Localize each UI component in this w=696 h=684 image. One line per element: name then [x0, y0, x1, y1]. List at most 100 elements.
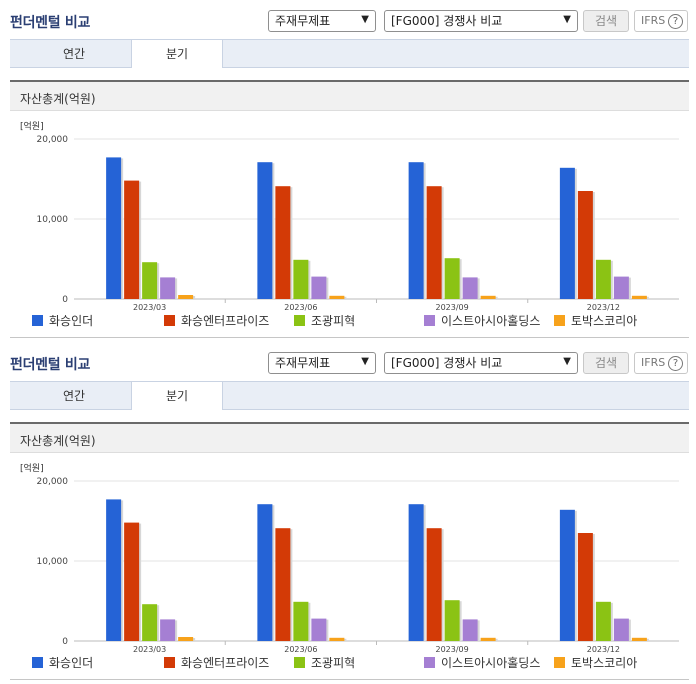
panel-title: 펀더멘털 비교: [10, 357, 91, 373]
bar: [444, 258, 460, 299]
bar: [595, 601, 611, 641]
bar: [577, 191, 593, 299]
bar: [160, 277, 176, 299]
bar: [106, 157, 122, 299]
fundamental-compare-panel: 펀더멘털 비교 주재무제표 ▼ [FG000] 경쟁사 비교 ▼ 검색 IFRS…: [10, 10, 689, 338]
legend-label: 토박스코리아: [571, 314, 638, 328]
x-tick-label: 2023/12: [587, 645, 620, 654]
compare-group-value: [FG000] 경쟁사 비교: [391, 356, 503, 370]
question-circle-icon[interactable]: ?: [668, 356, 683, 371]
bar: [257, 504, 273, 641]
tab-annual[interactable]: 연간: [62, 389, 86, 403]
x-tick-label: 2023/03: [133, 303, 166, 312]
legend-swatch: [164, 315, 175, 326]
legend-label: 토박스코리아: [571, 656, 638, 670]
statement-type-select[interactable]: 주재무제표 ▼: [268, 10, 376, 32]
compare-group-select[interactable]: [FG000] 경쟁사 비교 ▼: [384, 10, 578, 32]
search-button[interactable]: 검색: [583, 352, 629, 374]
legend-swatch: [164, 657, 175, 668]
panel-title: 펀더멘털 비교: [10, 15, 91, 31]
bar: [480, 637, 496, 641]
tab-quarterly[interactable]: 분기: [131, 381, 223, 410]
y-tick-label: 20,000: [37, 135, 69, 145]
y-tick-label: 10,000: [37, 557, 69, 567]
bar: [293, 601, 309, 641]
x-tick-label: 2023/03: [133, 645, 166, 654]
bar: [408, 162, 424, 299]
legend-item[interactable]: 화승엔터프라이즈: [164, 656, 269, 670]
chevron-down-icon: ▼: [361, 14, 369, 25]
tab-quarterly[interactable]: 분기: [131, 39, 223, 68]
statement-type-value: 주재무제표: [275, 356, 331, 370]
legend-item[interactable]: 화승엔터프라이즈: [164, 314, 269, 328]
bar: [293, 259, 309, 299]
legend-label: 이스트아시아홀딩스: [441, 314, 541, 328]
legend-label: 화승엔터프라이즈: [181, 314, 270, 328]
ifrs-label: IFRS: [641, 14, 666, 27]
legend-label: 이스트아시아홀딩스: [441, 656, 541, 670]
legend-swatch: [294, 657, 305, 668]
x-tick-label: 2023/12: [587, 303, 620, 312]
bar: [559, 509, 575, 641]
legend-item[interactable]: 화승인더: [32, 656, 93, 670]
bar-chart: [억원] 0 10,000 20,000 2023/03 2023/06 2023/09 20…: [20, 120, 679, 312]
legend-item[interactable]: 조광피혁: [294, 656, 355, 670]
x-tick-label: 2023/06: [284, 303, 317, 312]
bar: [408, 504, 424, 641]
bar: [275, 528, 291, 641]
bar: [426, 186, 442, 299]
legend-label: 조광피혁: [311, 656, 356, 670]
bar: [577, 533, 593, 641]
chart-header: 자산총계(억원): [10, 82, 689, 111]
legend-item[interactable]: 이스트아시아홀딩스: [424, 656, 540, 670]
chart-container: 자산총계(억원) [억원] 0 10,000 20,000 2023/03 2023/06…: [10, 80, 689, 338]
statement-type-value: 주재무제표: [275, 14, 331, 28]
chart-header: 자산총계(억원): [10, 424, 689, 453]
y-tick-label: 0: [62, 637, 68, 647]
legend-label: 화승인더: [49, 656, 94, 670]
chevron-down-icon: ▼: [563, 14, 571, 25]
bar: [480, 295, 496, 299]
legend-swatch: [424, 315, 435, 326]
bar: [142, 262, 158, 299]
statement-type-select[interactable]: 주재무제표 ▼: [268, 352, 376, 374]
bar: [329, 295, 345, 299]
ifrs-button[interactable]: IFRS ?: [634, 10, 688, 32]
legend-item[interactable]: 화승인더: [32, 314, 93, 328]
tab-annual[interactable]: 연간: [62, 47, 86, 61]
legend-item[interactable]: 조광피혁: [294, 314, 355, 328]
unit-label: [억원]: [20, 120, 44, 132]
period-tabs: 연간 분기: [10, 381, 689, 410]
chart-legend: 화승인더 화승엔터프라이즈 조광피혁 이스트아시아홀딩스 토박스코리아: [32, 656, 682, 672]
ifrs-label: IFRS: [641, 356, 666, 369]
legend-label: 조광피혁: [311, 314, 356, 328]
legend-swatch: [554, 315, 565, 326]
legend-label: 화승인더: [49, 314, 94, 328]
compare-group-select[interactable]: [FG000] 경쟁사 비교 ▼: [384, 352, 578, 374]
bar: [160, 619, 176, 641]
question-circle-icon[interactable]: ?: [668, 14, 683, 29]
bar: [613, 618, 629, 641]
bar: [631, 637, 647, 641]
fundamental-compare-panel: 펀더멘털 비교 주재무제표 ▼ [FG000] 경쟁사 비교 ▼ 검색 IFRS…: [0, 342, 696, 684]
chart-title: 자산총계(억원): [20, 92, 96, 106]
period-tabs: 연간 분기: [10, 39, 689, 68]
bar: [178, 295, 194, 299]
legend-swatch: [554, 657, 565, 668]
chevron-down-icon: ▼: [563, 356, 571, 367]
legend-label: 화승엔터프라이즈: [181, 656, 270, 670]
chevron-down-icon: ▼: [361, 356, 369, 367]
ifrs-button[interactable]: IFRS ?: [634, 352, 688, 374]
legend-item[interactable]: 이스트아시아홀딩스: [424, 314, 540, 328]
legend-item[interactable]: 토박스코리아: [554, 656, 637, 670]
compare-group-value: [FG000] 경쟁사 비교: [391, 14, 503, 28]
bar: [106, 499, 122, 641]
bar-chart: [억원] 0 10,000 20,000 2023/03 2023/06 2023/09 20…: [20, 462, 679, 654]
bar: [178, 637, 194, 641]
search-button[interactable]: 검색: [583, 10, 629, 32]
unit-label: [억원]: [20, 462, 44, 474]
chart-container: 자산총계(억원) [억원] 0 10,000 20,000 2023/03 2023/06…: [10, 422, 689, 680]
y-tick-label: 10,000: [37, 215, 69, 225]
legend-item[interactable]: 토박스코리아: [554, 314, 637, 328]
bar: [142, 604, 158, 641]
